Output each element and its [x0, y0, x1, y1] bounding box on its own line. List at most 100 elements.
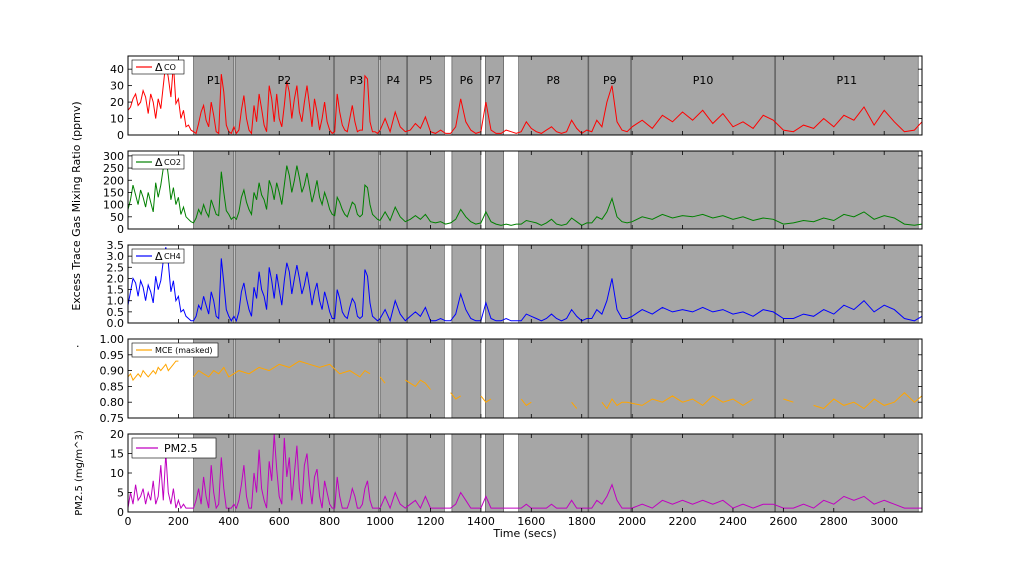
legend-box	[131, 59, 185, 75]
series-line-ch4	[127, 247, 923, 323]
period-band-p5	[406, 150, 445, 230]
x-tick-label: 1000	[366, 515, 394, 528]
x-tick-label: 400	[218, 515, 239, 528]
y-tick-label-co2: 50	[110, 211, 124, 224]
period-band-p11	[774, 150, 919, 230]
legend-box	[131, 154, 185, 170]
series-line-co2	[127, 155, 923, 226]
period-band-p8	[518, 244, 589, 324]
period-band-p4	[379, 338, 407, 419]
period-band-p9	[588, 433, 632, 513]
period-band-p10	[631, 433, 775, 513]
y-tick-label-pm25: 20	[110, 428, 124, 441]
period-band-p2	[234, 150, 334, 230]
period-label-p4: P4	[386, 74, 400, 87]
period-band-p10	[631, 338, 775, 419]
legend-delta-symbol: Δ	[155, 250, 163, 263]
period-band-p5	[406, 433, 445, 513]
panel-mce: 0.75 0.80 0.85 0.90 0.95 1.00 MCE (masked)	[100, 333, 923, 425]
period-band-p9	[588, 244, 632, 324]
period-band-p4	[379, 150, 407, 230]
legend-pm25: PM2.5	[131, 437, 217, 459]
y-tick-label-co: 30	[110, 80, 124, 93]
x-tick-label: 2600	[769, 515, 797, 528]
legend-ch4: Δ CH4	[131, 248, 185, 264]
x-tick-label: 2800	[820, 515, 848, 528]
period-band-p10	[631, 150, 775, 230]
x-tick-label: 1600	[517, 515, 545, 528]
legend-mce: MCE (masked)	[131, 342, 219, 358]
period-band-p6	[451, 433, 482, 513]
panel-frame-ch4	[127, 244, 923, 324]
legend-label: CH4	[164, 252, 181, 261]
x-tick-label: 600	[269, 515, 290, 528]
y-tick-label-mce: 0.80	[100, 396, 125, 409]
y-tick-label-co2: 300	[103, 150, 124, 163]
y-tick-label-mce: 0.75	[100, 412, 125, 425]
x-tick-label: 2400	[719, 515, 747, 528]
y-tick-label-mce: 0.95	[100, 349, 125, 362]
period-label-p6: P6	[460, 74, 474, 87]
period-band-p11	[774, 433, 919, 513]
y-tick-label-ch4: 3.5	[107, 239, 125, 252]
period-label-p2: P2	[277, 74, 291, 87]
x-tick-label: 800	[319, 515, 340, 528]
y-tick-label-co2: 200	[103, 174, 124, 187]
y-tick-label-pm25: 15	[110, 448, 124, 461]
stray-dot-label: .	[76, 337, 80, 350]
period-band-p1	[193, 55, 235, 136]
period-band-p2	[234, 55, 334, 136]
period-band-p3	[333, 433, 380, 513]
period-band-p5	[406, 55, 445, 136]
period-band-p4	[379, 55, 407, 136]
panel-frame-mce	[127, 338, 923, 419]
panel-frame-co2	[127, 150, 923, 230]
x-tick-label: 3000	[870, 515, 898, 528]
legend-co: Δ CO	[131, 59, 185, 75]
x-tick-label: 1800	[568, 515, 596, 528]
shared-y-axis-label: Excess Trace Gas Mixing Ratio (ppmv)	[70, 101, 83, 310]
panel-ch4: 0.00.51.01.52.02.53.03.5 Δ CH4	[107, 239, 923, 330]
y-tick-label-pm25: 5	[117, 487, 124, 500]
x-tick-label: 1400	[467, 515, 495, 528]
period-label-p7: P7	[488, 74, 502, 87]
legend-delta-symbol: Δ	[155, 61, 163, 74]
y-tick-label-ch4: 2.5	[107, 261, 125, 274]
y-tick-label-co: 20	[110, 96, 124, 109]
period-label-p3: P3	[350, 74, 364, 87]
y-tick-label-co: 10	[110, 113, 124, 126]
period-label-p11: P11	[836, 74, 857, 87]
period-band-p6	[451, 150, 482, 230]
period-band-p10	[631, 55, 775, 136]
period-band-p4	[379, 433, 407, 513]
panel-pm25: 0 5 10 15 20 PM2.5 PM2.5 (mg/m^3)	[74, 428, 923, 519]
period-label-p1: P1	[207, 74, 221, 87]
period-band-p9	[588, 150, 632, 230]
period-band-p3	[333, 338, 380, 419]
series-line-mce	[127, 360, 923, 410]
period-band-p8	[518, 55, 589, 136]
period-band-p1	[193, 244, 235, 324]
period-band-p2	[234, 338, 334, 419]
legend-box	[131, 248, 185, 264]
period-band-p7	[485, 433, 504, 513]
y-tick-label-mce: 1.00	[100, 333, 125, 346]
y-tick-label-co2: 100	[103, 199, 124, 212]
y-tick-label-ch4: 2.0	[107, 272, 125, 285]
period-band-p8	[518, 338, 589, 419]
y-tick-label-ch4: 0.5	[107, 306, 125, 319]
legend-label: CO	[164, 63, 176, 72]
x-axis-label: Time (secs)	[492, 527, 556, 540]
period-band-p8	[518, 150, 589, 230]
legend-label: MCE (masked)	[155, 346, 213, 355]
x-tick-label: 200	[168, 515, 189, 528]
period-band-p5	[406, 244, 445, 324]
y-tick-label-pm25: 10	[110, 467, 124, 480]
legend-label: PM2.5	[164, 442, 198, 455]
period-band-p8	[518, 433, 589, 513]
legend-delta-symbol: Δ	[155, 156, 163, 169]
x-tick-label: 2200	[669, 515, 697, 528]
x-tick-label: 2000	[618, 515, 646, 528]
period-band-p3	[333, 55, 380, 136]
